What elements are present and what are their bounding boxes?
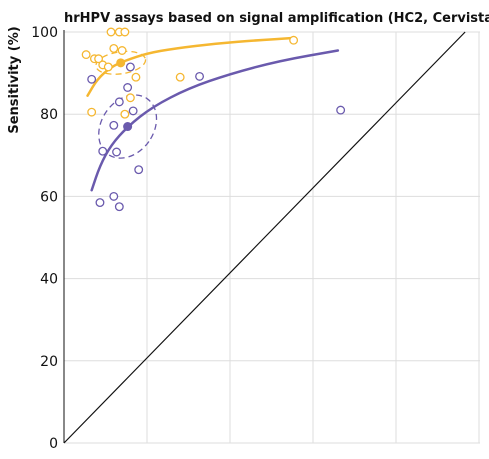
sroc-curves (86, 36, 340, 192)
data-point-purple (114, 97, 124, 107)
summary-point-purple (123, 122, 133, 132)
data-point-orange (117, 46, 127, 55)
data-point-orange (120, 109, 130, 119)
data-point-purple (112, 147, 122, 157)
data-point-orange (106, 27, 116, 37)
data-point-purple (95, 198, 105, 208)
confidence-ellipse-orange (95, 50, 147, 75)
confidence-ellipses (95, 50, 158, 159)
data-point-orange (103, 62, 113, 72)
data-point-purple (109, 191, 119, 201)
data-point-purple (87, 74, 97, 84)
y-tick-label: 40 (40, 272, 58, 288)
y-tick-label: 80 (40, 107, 58, 123)
y-axis-label: Sensitivity (%) (7, 26, 22, 133)
data-point-purple (123, 83, 133, 92)
data-point-purple (98, 146, 108, 156)
data-point-purple (125, 62, 135, 72)
data-point-purple (128, 106, 138, 116)
study-points (81, 27, 346, 212)
data-point-orange (125, 93, 135, 103)
data-point-purple (134, 165, 144, 175)
data-point-purple (336, 105, 346, 115)
chart-title: hrHPV assays based on signal amplificati… (64, 11, 489, 26)
y-tick-label: 100 (31, 25, 58, 41)
data-point-purple (195, 71, 205, 81)
data-point-orange (81, 50, 91, 60)
y-tick-label: 60 (40, 189, 58, 205)
data-point-orange (289, 35, 299, 45)
y-tick-label: 0 (49, 436, 58, 452)
summary-point-orange (116, 58, 126, 68)
data-point-orange (109, 43, 119, 53)
data-point-orange (94, 54, 104, 64)
grid-layer (64, 31, 480, 444)
confidence-ellipse-purple (98, 94, 158, 159)
summary-points (116, 58, 133, 132)
data-point-orange (175, 72, 185, 82)
reference-line (63, 31, 466, 444)
data-point-orange (87, 107, 97, 117)
data-point-purple (109, 120, 119, 130)
sroc-curve-purple (90, 49, 340, 192)
sroc-curve-orange (86, 36, 293, 97)
data-point-orange (131, 72, 141, 82)
data-point-purple (114, 202, 124, 212)
data-point-orange (120, 27, 130, 37)
reference-line-layer (63, 31, 466, 444)
y-tick-label: 20 (40, 354, 58, 370)
y-axis: 0 20 40 60 80 100 (31, 25, 65, 452)
